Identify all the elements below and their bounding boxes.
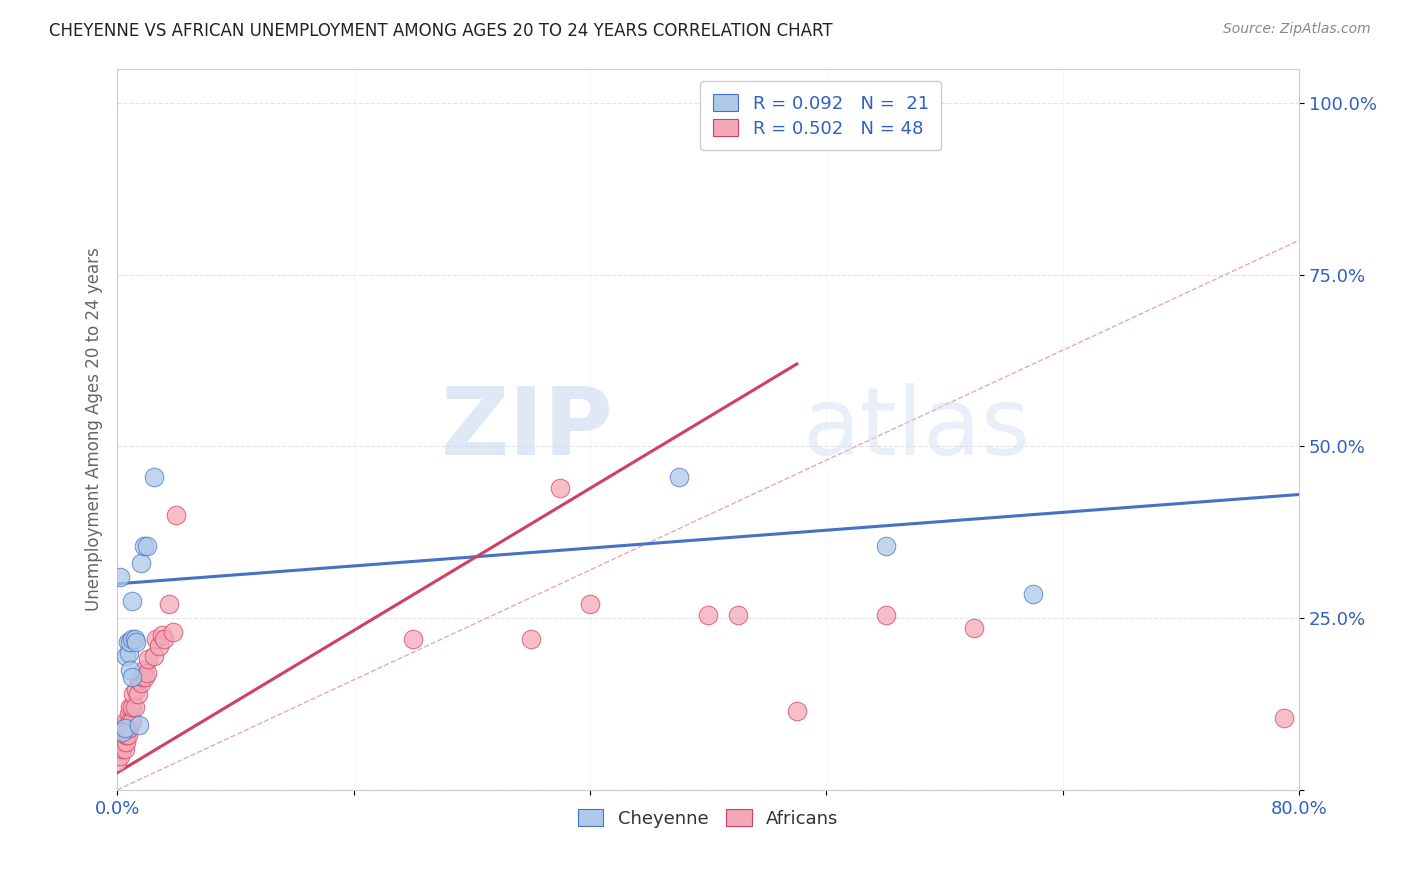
- Point: [121, 594, 143, 608]
- Point: [129, 556, 152, 570]
- Point: [1274, 711, 1296, 725]
- Point: [111, 741, 134, 756]
- Point: [132, 539, 155, 553]
- Point: [124, 632, 146, 646]
- Point: [120, 663, 142, 677]
- Point: [115, 728, 138, 742]
- Point: [121, 700, 143, 714]
- Point: [786, 704, 808, 718]
- Point: [135, 666, 157, 681]
- Point: [121, 669, 143, 683]
- Point: [134, 669, 156, 683]
- Point: [108, 748, 131, 763]
- Point: [121, 632, 143, 646]
- Legend: Cheyenne, Africans: Cheyenne, Africans: [571, 802, 845, 835]
- Point: [143, 648, 166, 663]
- Point: [117, 728, 139, 742]
- Point: [121, 714, 143, 729]
- Point: [402, 632, 425, 646]
- Point: [963, 622, 986, 636]
- Point: [550, 481, 572, 495]
- Point: [115, 735, 138, 749]
- Text: Source: ZipAtlas.com: Source: ZipAtlas.com: [1223, 22, 1371, 37]
- Point: [115, 648, 138, 663]
- Point: [165, 508, 187, 522]
- Point: [135, 539, 157, 553]
- Point: [112, 735, 135, 749]
- Point: [579, 598, 602, 612]
- Point: [105, 735, 128, 749]
- Point: [111, 724, 134, 739]
- Point: [112, 721, 135, 735]
- Point: [148, 639, 170, 653]
- Point: [120, 635, 142, 649]
- Point: [122, 687, 145, 701]
- Point: [145, 632, 167, 646]
- Point: [157, 598, 180, 612]
- Point: [136, 652, 159, 666]
- Text: ZIP: ZIP: [440, 384, 613, 475]
- Point: [668, 470, 690, 484]
- Point: [117, 721, 139, 735]
- Point: [118, 646, 141, 660]
- Text: atlas: atlas: [803, 384, 1031, 475]
- Point: [875, 539, 897, 553]
- Point: [520, 632, 543, 646]
- Point: [118, 707, 141, 722]
- Point: [125, 635, 148, 649]
- Point: [162, 624, 184, 639]
- Point: [125, 683, 148, 698]
- Point: [120, 714, 142, 729]
- Point: [120, 700, 142, 714]
- Point: [128, 673, 150, 687]
- Point: [118, 721, 141, 735]
- Point: [114, 728, 136, 742]
- Point: [129, 676, 152, 690]
- Point: [114, 741, 136, 756]
- Point: [1022, 587, 1045, 601]
- Point: [117, 635, 139, 649]
- Y-axis label: Unemployment Among Ages 20 to 24 years: Unemployment Among Ages 20 to 24 years: [86, 247, 103, 611]
- Point: [132, 663, 155, 677]
- Point: [131, 669, 153, 683]
- Point: [143, 470, 166, 484]
- Text: CHEYENNE VS AFRICAN UNEMPLOYMENT AMONG AGES 20 TO 24 YEARS CORRELATION CHART: CHEYENNE VS AFRICAN UNEMPLOYMENT AMONG A…: [49, 22, 832, 40]
- Point: [108, 570, 131, 584]
- Point: [115, 714, 138, 729]
- Point: [153, 632, 176, 646]
- Point: [150, 628, 173, 642]
- Point: [697, 607, 720, 622]
- Point: [127, 687, 149, 701]
- Point: [875, 607, 897, 622]
- Point: [105, 756, 128, 770]
- Point: [124, 700, 146, 714]
- Point: [727, 607, 749, 622]
- Point: [114, 721, 136, 735]
- Point: [128, 717, 150, 731]
